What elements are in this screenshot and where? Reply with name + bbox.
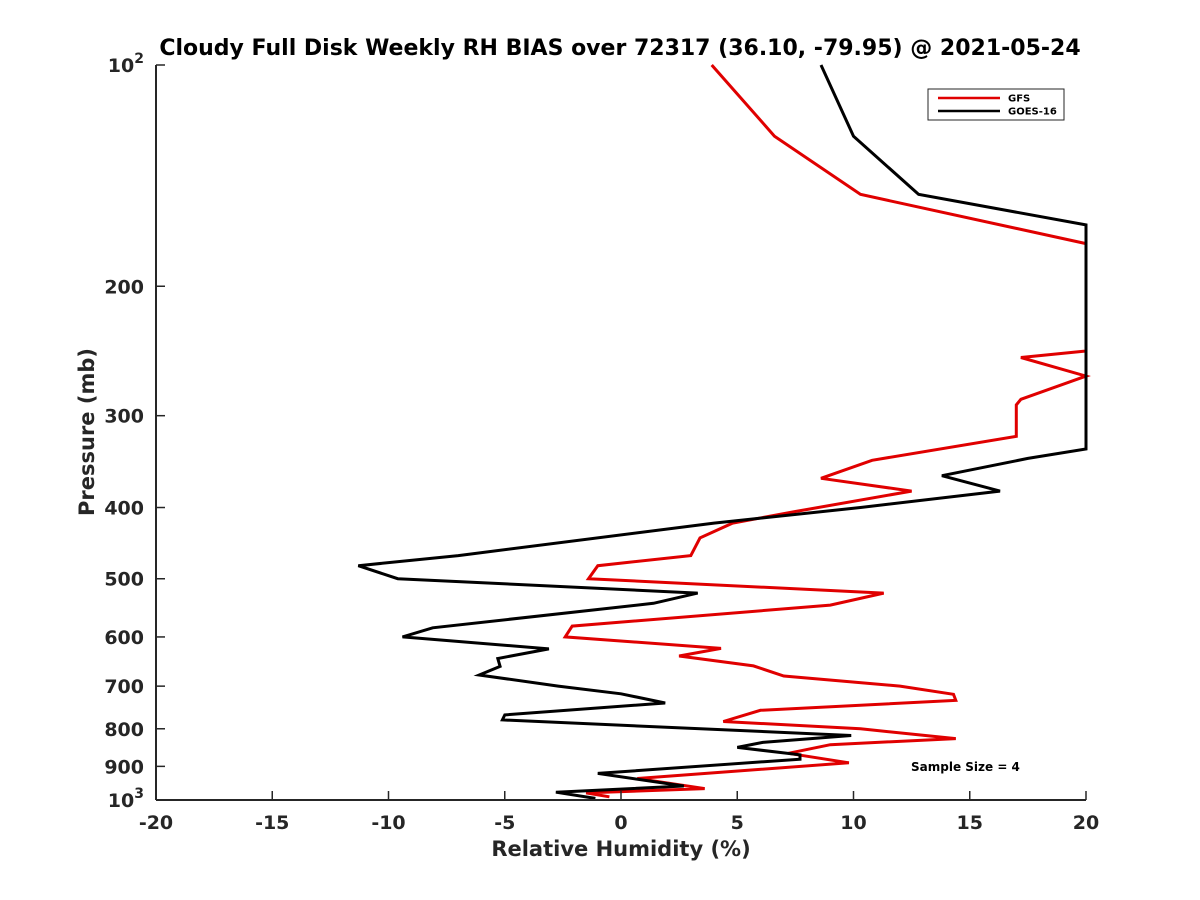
legend-label-goes16: GOES-16 <box>1008 107 1057 118</box>
y-axis-label: Pressure (mb) <box>75 348 99 516</box>
y-tick-label: 400 <box>104 498 144 520</box>
y-tick-label: 700 <box>104 676 144 698</box>
x-tick-label: 20 <box>1073 812 1099 834</box>
y-tick-label: 300 <box>104 406 144 428</box>
y-tick-label-exponent: 2 <box>134 51 144 67</box>
legend: GFS GOES-16 <box>927 88 1065 121</box>
chart-title: Cloudy Full Disk Weekly RH BIAS over 723… <box>159 36 1080 61</box>
y-tick-label: 102 <box>108 51 144 77</box>
series-layer <box>357 64 1091 800</box>
x-axis-label: Relative Humidity (%) <box>491 837 750 861</box>
x-tick-label: -5 <box>494 812 515 834</box>
legend-label-gfs: GFS <box>1008 94 1030 105</box>
x-tick-label: 0 <box>614 812 627 834</box>
legend-box <box>927 88 1065 121</box>
y-tick-label: 800 <box>104 719 144 741</box>
y-tick-label-base: 10 <box>108 790 134 812</box>
y-tick-label-exponent: 3 <box>134 786 144 802</box>
y-tick-label: 900 <box>104 756 144 778</box>
axes <box>155 65 1086 801</box>
x-tick-label: -20 <box>139 812 173 834</box>
y-tick-label: 103 <box>108 786 144 812</box>
sample-size-annotation: Sample Size = 4 <box>911 760 1020 774</box>
y-tick-label: 600 <box>104 627 144 649</box>
x-tick-label: 5 <box>731 812 744 834</box>
x-ticks: -20 -15 -10 -5 0 5 10 15 20 <box>139 791 1099 834</box>
x-tick-label: -10 <box>371 812 405 834</box>
x-tick-label: 15 <box>957 812 983 834</box>
y-tick-label: 500 <box>104 569 144 591</box>
y-tick-label-base: 10 <box>108 55 134 77</box>
series-line-gfs <box>562 64 1091 799</box>
series-line-goes16 <box>357 64 1088 800</box>
x-tick-label: -15 <box>255 812 289 834</box>
y-tick-label: 200 <box>104 276 144 298</box>
x-tick-label: 10 <box>840 812 866 834</box>
